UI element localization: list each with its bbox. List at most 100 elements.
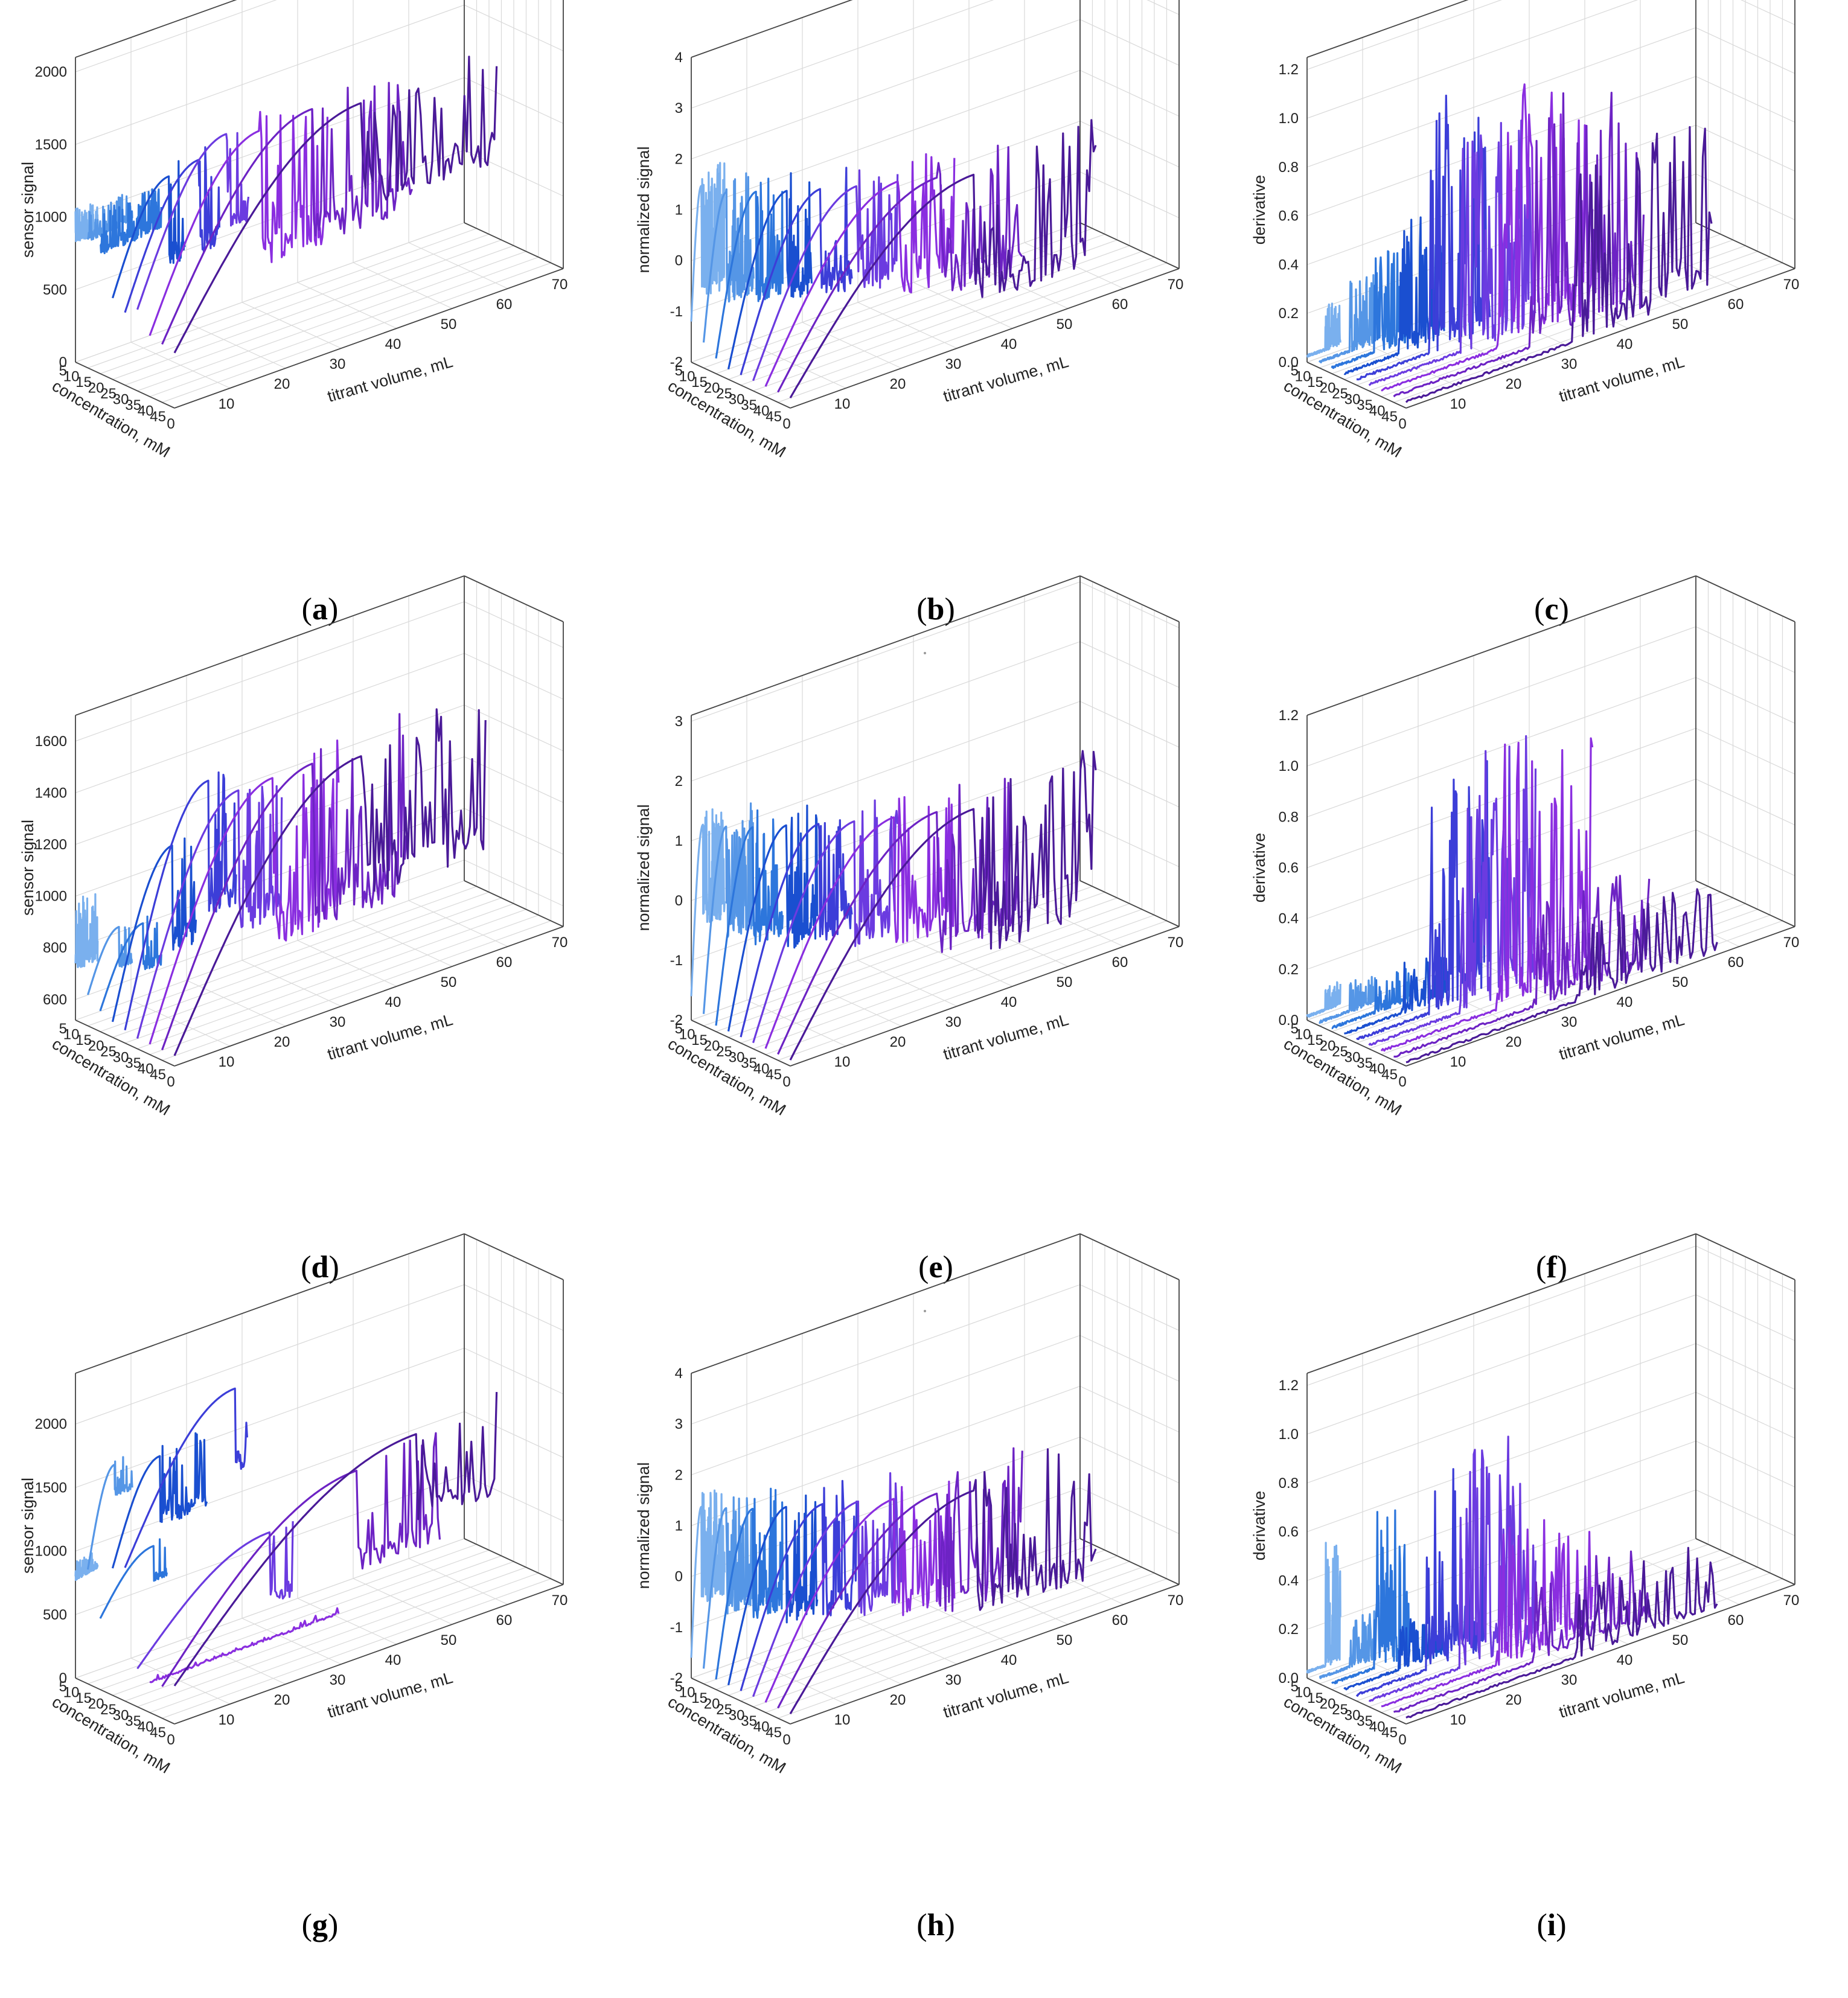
grid-line — [75, 1347, 465, 1488]
grid-line — [75, 222, 465, 363]
grid-line — [75, 1538, 465, 1679]
x-tick-label: 10 — [834, 396, 851, 412]
grid-line — [1146, 0, 1180, 15]
z-tick-label: 0.2 — [1279, 962, 1299, 978]
x-tick-label: 20 — [890, 376, 906, 392]
y-tick-label: 15 — [75, 1690, 92, 1706]
series-line — [1380, 737, 1594, 1052]
panel-caption: (h) — [916, 1908, 955, 1942]
series-line — [1319, 975, 1376, 1024]
series-line — [86, 1456, 133, 1570]
x-tick-label: 30 — [330, 1014, 346, 1030]
y-tick-label: 30 — [729, 1050, 745, 1066]
z-tick-label: -1 — [670, 304, 683, 320]
x-tick-label: 10 — [219, 1054, 235, 1070]
series-line — [702, 802, 755, 1014]
z-tick-label: 1.2 — [1279, 707, 1299, 724]
x-tick-label: 50 — [1057, 1632, 1073, 1649]
z-axis-label: derivative — [1250, 175, 1268, 245]
z-tick-label: 500 — [43, 282, 67, 298]
x-tick-label: 30 — [330, 356, 346, 372]
z-tick-label: 0.2 — [1279, 305, 1299, 322]
series-line — [1306, 1542, 1341, 1674]
z-tick-label: 600 — [43, 992, 67, 1008]
grid-line — [162, 1578, 551, 1719]
axis-edge — [75, 362, 175, 409]
z-tick-label: 1000 — [35, 1543, 67, 1560]
series-group-h — [690, 1447, 1097, 1715]
series-group-e — [690, 750, 1097, 1061]
axis-edge — [1306, 1020, 1407, 1067]
x-tick-label: 30 — [1561, 1014, 1578, 1030]
x-tick-label: 60 — [1728, 1612, 1744, 1629]
caption-letter: f — [1546, 1250, 1557, 1285]
series-line — [715, 809, 784, 1026]
y-tick-label: 40 — [753, 1719, 770, 1735]
axis-edge — [1079, 222, 1180, 269]
grid-line — [778, 1578, 1167, 1719]
series-line — [740, 1479, 858, 1691]
z-tick-label: -2 — [670, 1670, 683, 1687]
x-tick-label: 0 — [167, 416, 174, 432]
axis-edge — [1695, 1538, 1795, 1585]
x-tick-label: 30 — [945, 1672, 962, 1688]
grid-line — [691, 19, 1081, 159]
y-tick-label: 5 — [675, 363, 683, 379]
grid-line — [1306, 626, 1696, 767]
x-tick-label: 50 — [1672, 316, 1689, 333]
x-tick-label: 40 — [1617, 1652, 1633, 1668]
z-tick-label: 4 — [675, 1365, 683, 1382]
y-tick-label: 20 — [704, 1696, 720, 1712]
y-tick-label: 45 — [766, 1725, 782, 1741]
grid-line — [691, 69, 1081, 211]
grid-line — [691, 1385, 1081, 1527]
x-tick-label: 30 — [945, 356, 962, 372]
x-tick-label: 70 — [552, 934, 568, 951]
series-line — [715, 177, 784, 359]
series-line — [1381, 83, 1594, 392]
series-line — [690, 162, 726, 322]
axis-edge — [1695, 575, 1795, 622]
x-tick-label: 10 — [1450, 1712, 1466, 1728]
y-tick-label: 20 — [1320, 1696, 1336, 1712]
axis-edge — [790, 1584, 1180, 1725]
caption-letter: d — [311, 1250, 329, 1285]
x-tick-label: 40 — [1617, 994, 1633, 1010]
series-line — [789, 1448, 1097, 1715]
z-tick-label: 0.4 — [1279, 911, 1299, 927]
series-line — [727, 804, 819, 1032]
z-tick-label: 1200 — [35, 837, 67, 853]
z-tick-label: 0 — [675, 893, 683, 909]
z-tick-label: -1 — [670, 1620, 683, 1636]
y-tick-label: 25 — [716, 1044, 732, 1060]
panel-a: 0 500 1000 1500 2000 5 10 15 20 25 30 35 40 45 0 10 20 30… — [12, 0, 628, 682]
panel-i: 0.0 0.2 0.4 0.6 0.8 1.0 1.2 5 10 15 20 25 30 35 40 45 0 1… — [1244, 1233, 1848, 1998]
grid-line — [778, 262, 1167, 403]
x-tick-label: 40 — [385, 336, 401, 353]
x-tick-label: 40 — [1001, 336, 1017, 353]
axis-edge — [174, 1584, 564, 1725]
axis-edge — [1695, 880, 1795, 927]
panel-c: 0.0 0.2 0.4 0.6 0.8 1.0 1.2 5 10 15 20 25 30 35 40 45 0 1… — [1244, 0, 1848, 682]
series-line — [86, 925, 133, 995]
series-line — [149, 1607, 340, 1684]
series-group-a — [74, 56, 498, 354]
z-tick-label: 0.4 — [1279, 257, 1299, 273]
series-line — [111, 1432, 208, 1569]
x-tick-label: 0 — [782, 1732, 790, 1748]
grid-line — [75, 601, 465, 742]
x-tick-label: 60 — [496, 954, 513, 971]
z-tick-label: 1000 — [35, 209, 67, 226]
z-tick-label: 1.2 — [1279, 62, 1299, 78]
y-tick-label: 35 — [125, 1713, 141, 1729]
series-line — [124, 1387, 248, 1568]
series-line — [1405, 888, 1718, 1064]
y-tick-label: 10 — [1295, 1685, 1311, 1701]
z-tick-label: 0.8 — [1279, 809, 1299, 825]
caption-letter: h — [927, 1908, 945, 1942]
grid-line — [1381, 257, 1771, 397]
